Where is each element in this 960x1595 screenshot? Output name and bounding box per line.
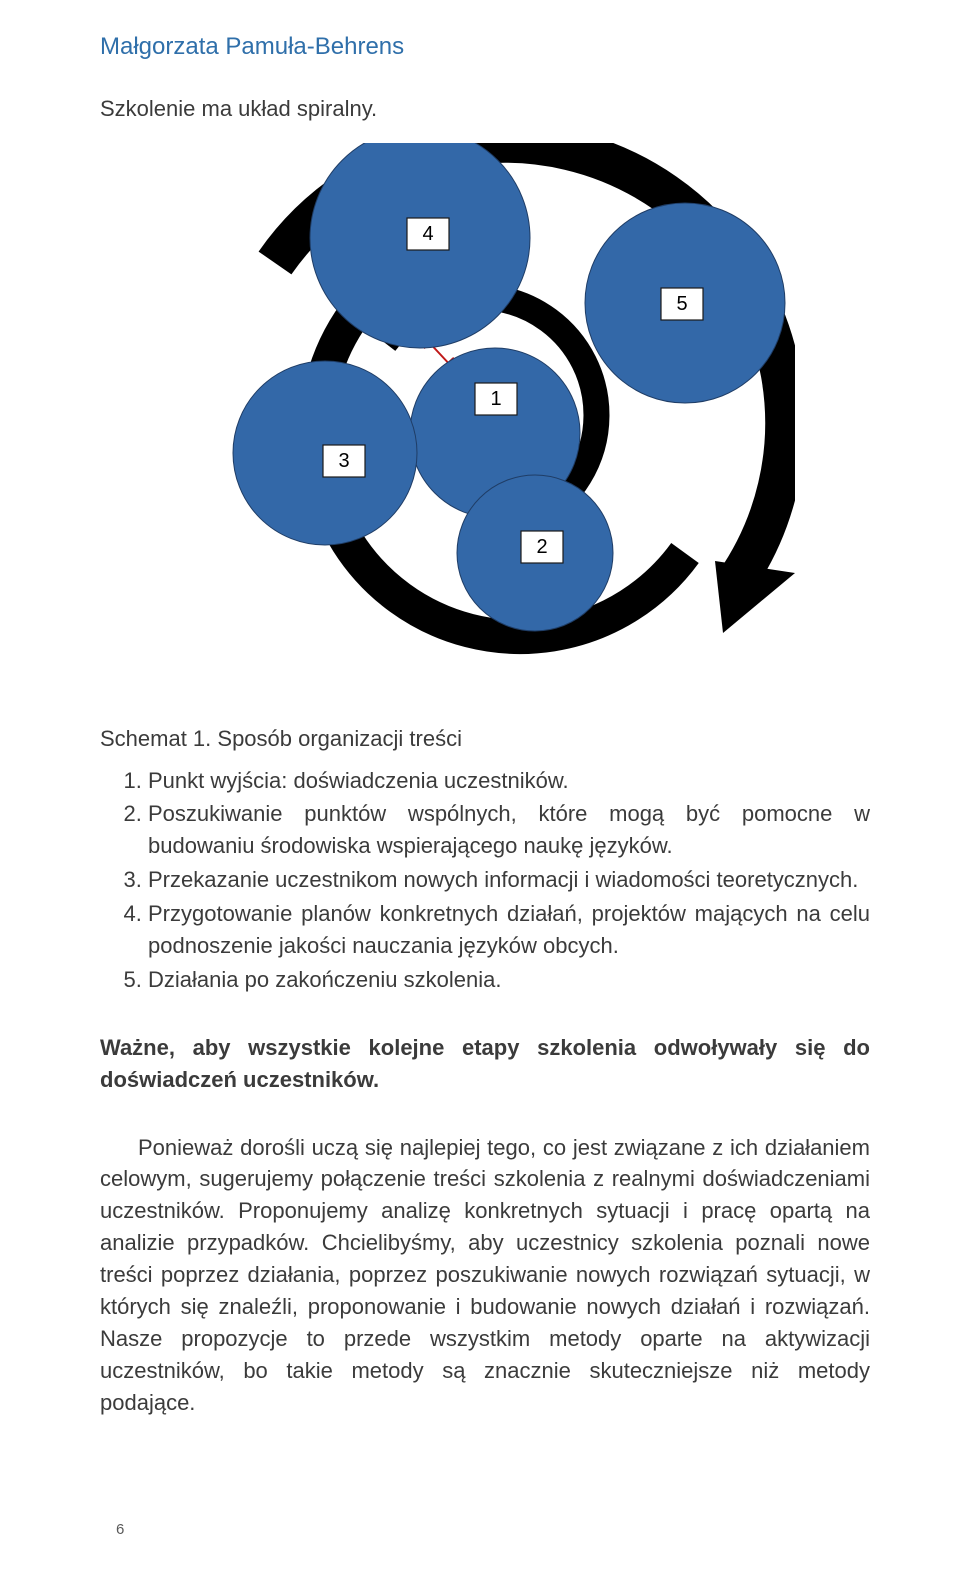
page-number: 6	[116, 1519, 124, 1541]
legend-item: Punkt wyjścia: doświadczenia uczestników…	[148, 765, 870, 797]
node-label-text: 5	[676, 293, 687, 315]
author-name: Małgorzata Pamuła-Behrens	[100, 30, 870, 65]
diagram-caption: Schemat 1. Sposób organizacji treści	[100, 723, 870, 755]
node-label-text: 2	[536, 536, 547, 558]
legend-item: Poszukiwanie punktów wspólnych, które mo…	[148, 798, 870, 862]
legend-item: Działania po zakończeniu szkolenia.	[148, 964, 870, 996]
spiral-diagram: 1 2 3 4 5	[175, 143, 795, 703]
intro-text: Szkolenie ma układ spiralny.	[100, 93, 870, 125]
node-label-text: 3	[338, 450, 349, 472]
important-note: Ważne, aby wszystkie kolejne etapy szkol…	[100, 1032, 870, 1096]
node-label-text: 1	[490, 388, 501, 410]
legend-item: Przygotowanie planów konkretnych działań…	[148, 898, 870, 962]
node-label-text: 4	[422, 223, 433, 245]
legend-list: Punkt wyjścia: doświadczenia uczestników…	[100, 765, 870, 996]
body-paragraph: Ponieważ dorośli uczą się najlepiej tego…	[100, 1132, 870, 1419]
legend-item: Przekazanie uczestnikom nowych informacj…	[148, 864, 870, 896]
spiral-arrowhead	[715, 561, 795, 633]
